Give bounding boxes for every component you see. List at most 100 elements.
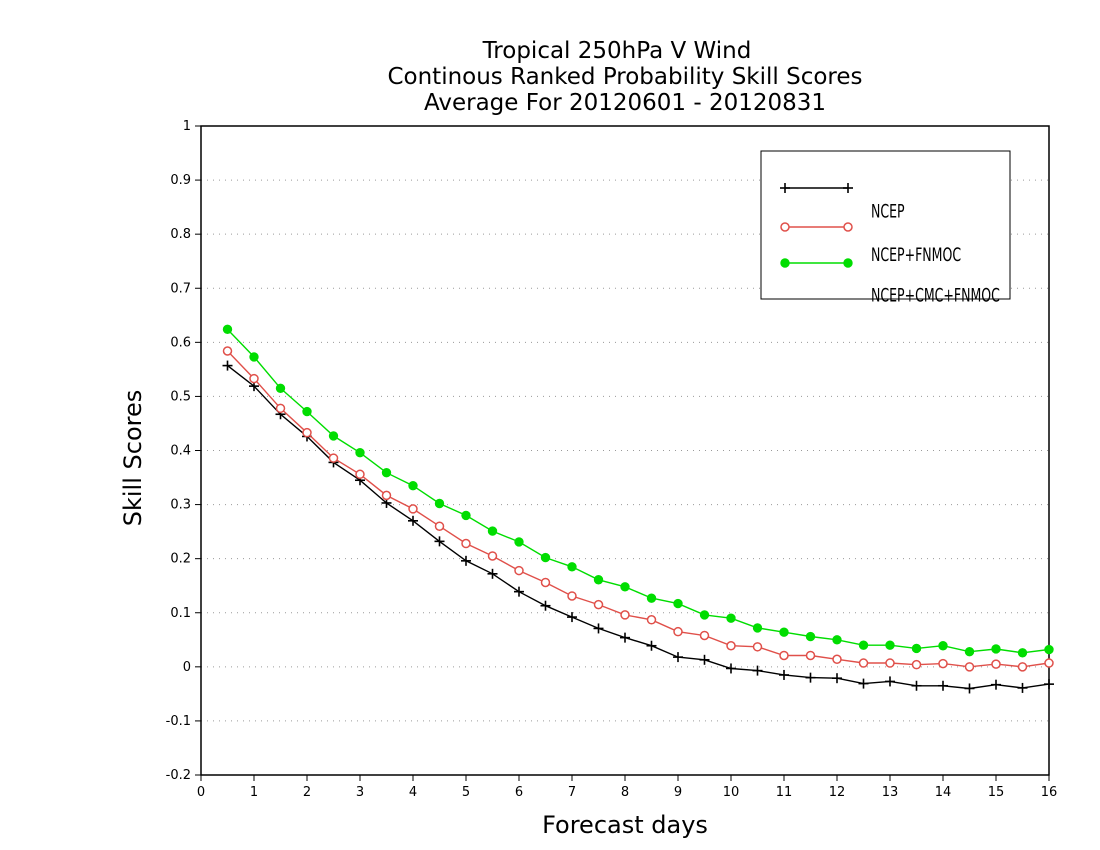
data-point <box>355 447 365 458</box>
data-point <box>434 521 445 531</box>
data-point <box>646 593 657 603</box>
x-tick-label: 8 <box>621 785 629 800</box>
data-point <box>991 659 1001 669</box>
data-point <box>1017 662 1028 672</box>
data-point <box>275 403 286 414</box>
data-point <box>1044 658 1054 668</box>
data-point <box>832 673 842 684</box>
data-point <box>514 537 524 547</box>
data-point <box>964 662 975 672</box>
chart-title-line-3: Average For 20120601 - 20120831 <box>424 90 826 116</box>
data-point <box>938 658 948 669</box>
data-point <box>991 644 1001 654</box>
data-point <box>408 515 418 526</box>
data-point <box>699 610 710 620</box>
data-point <box>752 665 763 676</box>
legend-label: NCEP+CMC+FNMOC <box>871 284 1000 306</box>
data-point <box>620 632 630 643</box>
data-point <box>461 555 471 566</box>
y-tick-label: -0.2 <box>166 768 191 783</box>
x-tick-label: 2 <box>303 785 311 800</box>
data-point <box>938 680 948 691</box>
data-point <box>885 658 895 668</box>
data-point <box>885 640 895 650</box>
x-tick-label: 0 <box>197 785 205 800</box>
data-point <box>408 504 418 514</box>
data-point <box>646 640 657 651</box>
data-point <box>355 469 365 480</box>
data-point <box>805 672 816 683</box>
data-point <box>964 683 975 694</box>
data-point <box>858 678 869 689</box>
x-axis-label: Forecast days <box>542 811 708 839</box>
data-point <box>302 427 312 438</box>
x-tick-label: 3 <box>356 785 364 800</box>
data-point <box>858 640 869 650</box>
data-point <box>567 591 577 601</box>
series-ncep-cmc-fnmoc <box>222 324 1054 658</box>
y-tick-label: -0.1 <box>166 714 191 729</box>
data-point <box>832 635 842 645</box>
x-tick-label: 11 <box>776 785 793 800</box>
data-point <box>673 598 683 609</box>
data-point <box>434 536 445 547</box>
y-tick-label: 0.4 <box>170 444 191 459</box>
y-axis-label: Skill Scores <box>119 390 147 527</box>
series-ncep <box>222 360 1054 694</box>
data-point <box>938 641 948 651</box>
data-point <box>381 490 392 501</box>
x-tick-label: 12 <box>829 785 846 800</box>
x-tick-label: 10 <box>723 785 740 800</box>
data-point <box>487 551 498 561</box>
data-point <box>673 652 683 663</box>
legend-label: NCEP <box>871 200 905 222</box>
series-line <box>227 365 1050 690</box>
data-point <box>699 654 710 665</box>
y-tick-label: 0.6 <box>170 335 191 350</box>
x-tick-label: 15 <box>988 785 1005 800</box>
axis-ticks: -0.2-0.100.10.20.30.40.50.60.70.80.910 1 2… <box>166 119 1058 800</box>
y-tick-label: 1 <box>183 119 191 134</box>
data-point <box>779 650 789 661</box>
data-point <box>514 565 524 576</box>
x-tick-label: 5 <box>462 785 470 800</box>
data-point <box>752 623 763 633</box>
data-point <box>222 324 233 335</box>
x-tick-label: 14 <box>935 785 952 800</box>
data-point <box>1044 644 1054 655</box>
legend: NCEP NCEP+FNMOC NCEP+CMC+FNMOC <box>760 150 1011 306</box>
data-point <box>461 538 471 549</box>
x-tick-label: 13 <box>882 785 899 800</box>
data-point <box>991 679 1001 690</box>
plot-frame <box>200 125 1050 776</box>
data-point <box>275 383 286 394</box>
data-point <box>964 646 975 657</box>
data-point <box>885 676 895 687</box>
legend-marker <box>780 183 790 193</box>
data-point <box>593 575 604 585</box>
data-point <box>752 642 763 652</box>
data-point <box>805 650 816 661</box>
legend-marker <box>780 258 790 268</box>
data-point <box>779 669 789 680</box>
data-point <box>858 658 869 668</box>
series-line <box>226 350 1050 668</box>
y-tick-label: 0.1 <box>170 606 191 621</box>
data-point <box>567 562 577 572</box>
legend-marker <box>843 183 853 193</box>
data-point <box>1017 682 1028 693</box>
y-tick-label: 0.2 <box>170 552 191 567</box>
y-tick-label: 0.3 <box>170 498 191 513</box>
data-point <box>540 552 551 563</box>
data-point <box>487 526 498 536</box>
data-point <box>832 654 842 665</box>
x-tick-label: 4 <box>409 785 417 800</box>
x-tick-label: 9 <box>674 785 682 800</box>
data-point <box>540 577 551 588</box>
data-point <box>911 643 922 654</box>
legend-item: NCEP+FNMOC <box>780 222 961 266</box>
data-point <box>673 626 683 637</box>
data-point <box>461 510 471 521</box>
data-point <box>328 453 339 463</box>
y-tick-label: 0 <box>183 660 191 675</box>
